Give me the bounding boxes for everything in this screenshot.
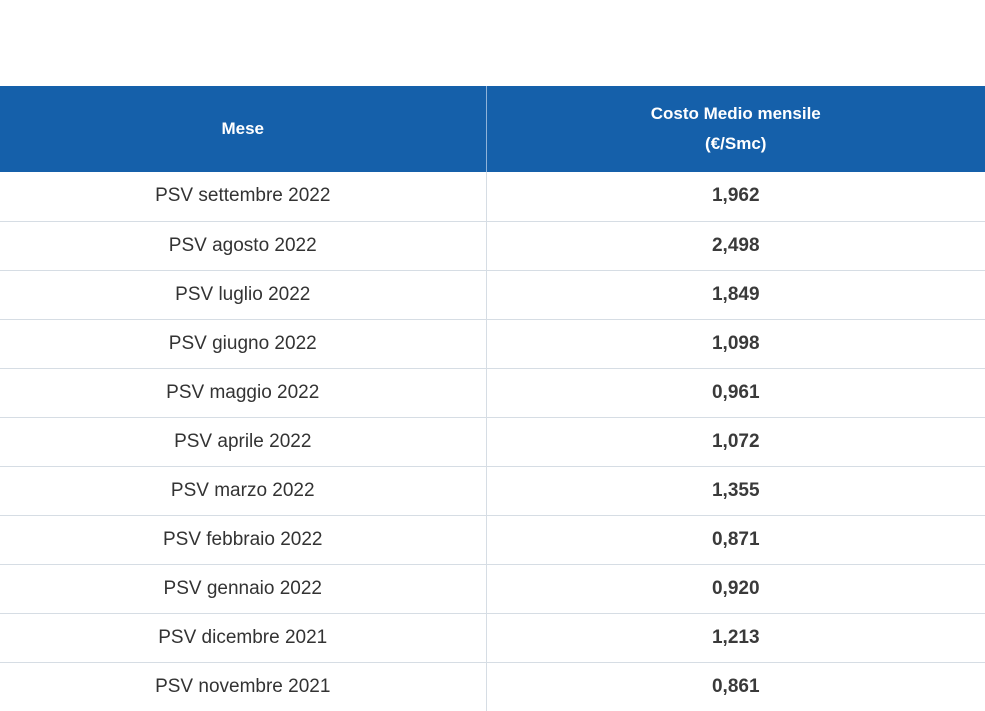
month-cell: PSV maggio 2022	[0, 368, 487, 418]
month-cell: PSV giugno 2022	[0, 319, 487, 369]
table-row: PSV febbraio 2022 0,871	[0, 515, 985, 565]
month-cell: PSV dicembre 2021	[0, 613, 487, 663]
cost-cell: 1,962	[486, 172, 985, 222]
header-cost: Costo Medio mensile (€/Smc)	[486, 86, 985, 172]
cost-cell: 0,920	[486, 564, 985, 614]
table-row: PSV agosto 2022 2,498	[0, 221, 985, 271]
cost-cell: 1,213	[486, 613, 985, 663]
table-row: PSV novembre 2021 0,861	[0, 662, 985, 711]
table-body: PSV settembre 2022 1,962 PSV agosto 2022 2,…	[0, 172, 985, 711]
table-row: PSV giugno 2022 1,098	[0, 319, 985, 369]
table-row: PSV luglio 2022 1,849	[0, 270, 985, 320]
table-row: PSV dicembre 2021 1,213	[0, 613, 985, 663]
table-row: PSV aprile 2022 1,072	[0, 417, 985, 467]
header-cost-unit: (€/Smc)	[705, 134, 767, 153]
cost-cell: 2,498	[486, 221, 985, 271]
header-row: Mese Costo Medio mensile (€/Smc)	[0, 86, 985, 172]
cost-cell: 0,961	[486, 368, 985, 418]
cost-cell: 1,098	[486, 319, 985, 369]
table-row: PSV settembre 2022 1,962	[0, 172, 985, 222]
header-month-label: Mese	[221, 119, 265, 138]
month-cell: PSV marzo 2022	[0, 466, 487, 516]
table-row: PSV marzo 2022 1,355	[0, 466, 985, 516]
month-cell: PSV luglio 2022	[0, 270, 487, 320]
month-cell: PSV febbraio 2022	[0, 515, 487, 565]
cost-cell: 1,072	[486, 417, 985, 467]
month-cell: PSV gennaio 2022	[0, 564, 487, 614]
month-cell: PSV aprile 2022	[0, 417, 487, 467]
cost-cell: 0,861	[711, 675, 760, 697]
table-row: PSV gennaio 2022 0,920	[0, 564, 985, 614]
cost-cell: 0,871	[486, 515, 985, 565]
month-cell: PSV settembre 2022	[0, 172, 487, 222]
psv-price-table-container: Mese Costo Medio mensile (€/Smc) PSV set…	[0, 86, 985, 711]
table-row: PSV maggio 2022 0,961	[0, 368, 985, 418]
header-cost-label: Costo Medio mensile	[650, 104, 821, 123]
month-cell: PSV novembre 2021	[0, 662, 487, 711]
cost-cell: 1,849	[486, 270, 985, 320]
table-header: Mese Costo Medio mensile (€/Smc)	[0, 0, 985, 172]
header-month: Mese	[0, 86, 487, 172]
cost-cell: 1,355	[486, 466, 985, 516]
month-cell: PSV agosto 2022	[0, 221, 487, 271]
